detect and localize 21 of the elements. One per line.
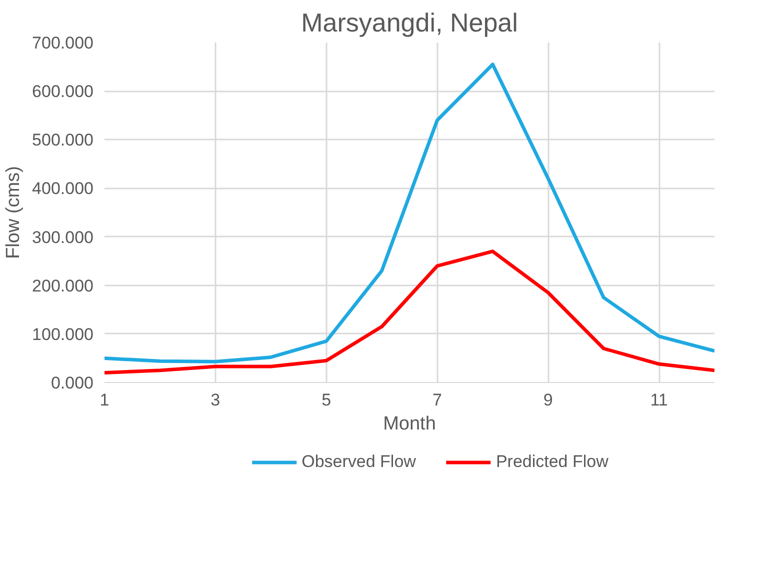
x-tick-label: 9: [543, 390, 553, 410]
line-series: [104, 250, 714, 375]
y-tick-label: 400.000: [32, 179, 94, 198]
x-tick-label: 1: [100, 390, 110, 410]
y-tick-label: 100.000: [32, 324, 94, 344]
legend-label: Observed Flow: [302, 452, 416, 472]
y-tick-label: 0.000: [50, 374, 94, 392]
y-tick-label: 600.000: [32, 82, 94, 102]
x-tick-label: 5: [322, 390, 332, 410]
y-tick-label: 700.000: [32, 34, 94, 52]
chart-title: Marsyangdi, Nepal: [301, 8, 518, 38]
y-tick-label: 500.000: [32, 130, 94, 150]
y-tick-label: 200.000: [32, 276, 94, 296]
y-axis-title: Flow (cms): [3, 166, 24, 259]
x-axis-title: Month: [383, 414, 436, 434]
line-series: [104, 62, 714, 364]
x-tick-label: 3: [210, 390, 220, 410]
x-tick-label: 7: [432, 390, 442, 410]
y-tick-label: 300.000: [32, 228, 94, 247]
legend-label: Predicted Flow: [496, 452, 608, 472]
x-tick-label: 11: [650, 390, 668, 410]
